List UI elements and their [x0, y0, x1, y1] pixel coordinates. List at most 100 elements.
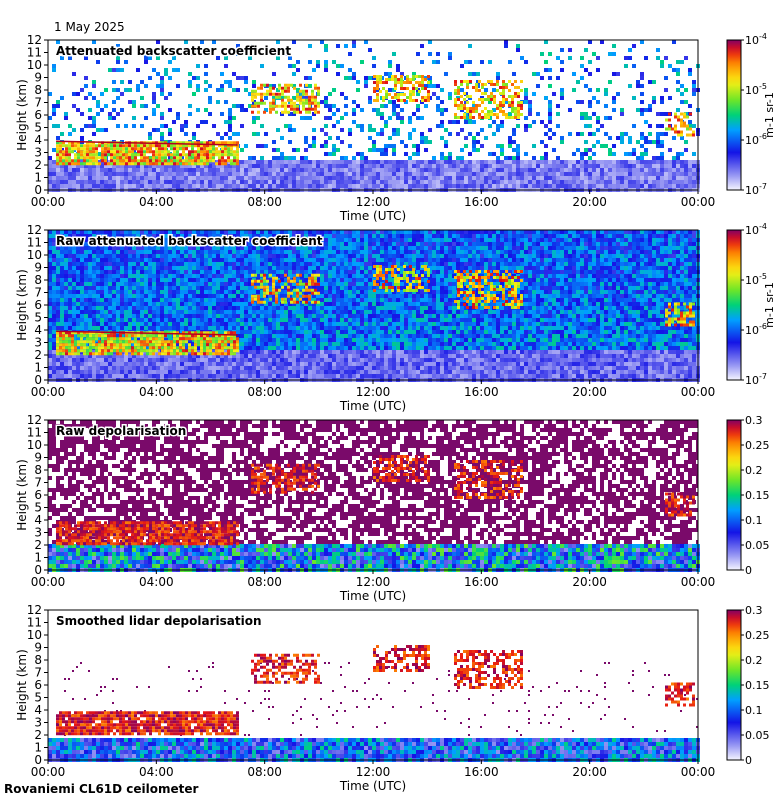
y-tick-label: 3: [34, 336, 42, 350]
y-tick-label: 8: [34, 273, 42, 287]
x-tick-label: 16:00: [464, 765, 499, 779]
cloud-top-line: [56, 330, 238, 336]
colorbar-label: m-1 sr-1: [763, 92, 776, 138]
y-tick-label: 12: [27, 33, 42, 47]
colorbar: [726, 39, 742, 191]
y-tick-label: 9: [34, 641, 42, 655]
y-tick-label: 11: [27, 426, 42, 440]
y-tick-label: 12: [27, 603, 42, 617]
y-tick-label: 3: [34, 146, 42, 160]
x-tick-label: 16:00: [464, 385, 499, 399]
colorbar-tick-label: 10-6: [745, 322, 767, 337]
y-tick-label: 8: [34, 463, 42, 477]
y-tick-label: 11: [27, 46, 42, 60]
colorbar-tick-label: 0.3: [745, 604, 763, 617]
y-tick-label: 2: [34, 158, 42, 172]
y-tick-label: 3: [34, 526, 42, 540]
y-tick-label: 2: [34, 538, 42, 552]
x-tick-label: 08:00: [247, 385, 282, 399]
panel-title: Smoothed lidar depolarisation: [56, 614, 262, 628]
x-tick-label: 00:00: [31, 765, 66, 779]
y-tick-label: 4: [34, 133, 42, 147]
colorbar-label: m-1 sr-1: [763, 282, 776, 328]
y-tick-label: 0: [34, 183, 42, 197]
x-tick-label: 12:00: [356, 765, 391, 779]
colorbar: [726, 419, 742, 571]
x-tick-label: 08:00: [247, 765, 282, 779]
y-tick-label: 10: [27, 438, 42, 452]
y-axis-label: Height (km): [15, 459, 29, 530]
x-tick-label: 08:00: [247, 575, 282, 589]
x-axis-label: Time (UTC): [339, 589, 406, 603]
x-tick-label: 00:00: [681, 385, 716, 399]
y-tick-label: 6: [34, 298, 42, 312]
colorbar-tick-label: 0.1: [745, 514, 763, 527]
y-axis-label: Height (km): [15, 269, 29, 340]
y-tick-label: 10: [27, 58, 42, 72]
x-tick-label: 00:00: [681, 575, 716, 589]
x-tick-label: 12:00: [356, 575, 391, 589]
colorbar-tick-label: 10-4: [745, 32, 767, 47]
colorbar-tick-label: 0.05: [745, 729, 770, 742]
y-tick-label: 4: [34, 323, 42, 337]
x-tick-label: 04:00: [139, 385, 174, 399]
colorbar-tick-label: 10-7: [745, 182, 767, 197]
colorbar-tick-label: 0.3: [745, 414, 763, 427]
y-tick-label: 5: [34, 691, 42, 705]
y-tick-label: 2: [34, 728, 42, 742]
x-tick-label: 00:00: [31, 385, 66, 399]
x-tick-label: 00:00: [681, 195, 716, 209]
panel-title: Raw depolarisation: [56, 424, 186, 438]
x-axis-label: Time (UTC): [339, 209, 406, 223]
colorbar-tick-label: 0.2: [745, 654, 763, 667]
y-axis-label: Height (km): [15, 79, 29, 150]
colorbar-tick-label: 10-5: [745, 272, 767, 287]
y-tick-label: 4: [34, 703, 42, 717]
y-tick-label: 1: [34, 361, 42, 375]
y-tick-label: 11: [27, 236, 42, 250]
date-label: 1 May 2025: [54, 20, 125, 34]
y-tick-label: 9: [34, 451, 42, 465]
y-tick-label: 10: [27, 628, 42, 642]
y-tick-label: 3: [34, 716, 42, 730]
y-tick-label: 11: [27, 616, 42, 630]
y-tick-label: 6: [34, 108, 42, 122]
y-tick-label: 12: [27, 223, 42, 237]
x-tick-label: 20:00: [572, 385, 607, 399]
x-tick-label: 12:00: [356, 385, 391, 399]
colorbar-tick-label: 0.15: [745, 679, 770, 692]
y-tick-label: 1: [34, 551, 42, 565]
y-tick-label: 10: [27, 248, 42, 262]
colorbar-tick-label: 0.25: [745, 629, 770, 642]
colorbar-tick-label: 10-6: [745, 132, 767, 147]
colorbar-tick-label: 0.05: [745, 539, 770, 552]
y-tick-label: 8: [34, 653, 42, 667]
y-tick-label: 7: [34, 476, 42, 490]
y-axis-label: Height (km): [15, 649, 29, 720]
y-tick-label: 0: [34, 753, 42, 767]
cloud-top-line: [56, 140, 238, 146]
x-tick-label: 20:00: [572, 765, 607, 779]
x-axis-label: Time (UTC): [339, 399, 406, 413]
y-tick-label: 6: [34, 488, 42, 502]
x-tick-label: 08:00: [247, 195, 282, 209]
x-tick-label: 04:00: [139, 765, 174, 779]
x-tick-label: 16:00: [464, 575, 499, 589]
x-tick-label: 04:00: [139, 575, 174, 589]
colorbar-tick-label: 0.1: [745, 704, 763, 717]
colorbar-tick-label: 10-5: [745, 82, 767, 97]
x-tick-label: 00:00: [31, 575, 66, 589]
y-tick-label: 7: [34, 96, 42, 110]
colorbar-tick-label: 10-4: [745, 222, 767, 237]
x-tick-label: 20:00: [572, 575, 607, 589]
y-tick-label: 9: [34, 71, 42, 85]
y-tick-label: 5: [34, 501, 42, 515]
colorbar: [726, 229, 742, 381]
y-tick-label: 12: [27, 413, 42, 427]
colorbar-tick-label: 0.25: [745, 439, 770, 452]
colorbar-tick-label: 0.2: [745, 464, 763, 477]
